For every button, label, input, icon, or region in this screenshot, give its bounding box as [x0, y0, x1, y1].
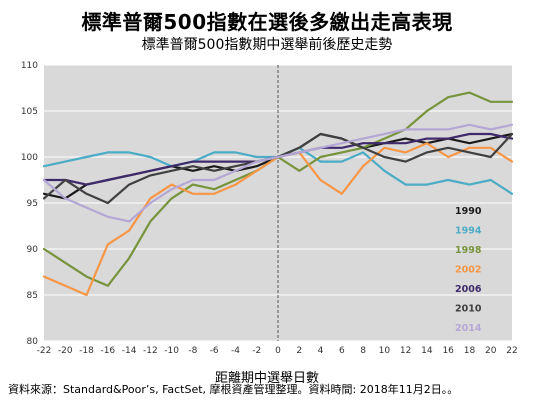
chart-subtitle: 標準普爾500指數期中選舉前後歷史走勢 — [141, 37, 393, 53]
legend-item-2002: 2002 — [455, 265, 481, 276]
x-tick-label: -6 — [210, 346, 219, 356]
legend-item-2014: 2014 — [455, 323, 482, 334]
x-tick-label: -20 — [58, 346, 73, 356]
x-axis-ticks: -22 -20 -18 -16 -14 -12 -10 -8 -6 -4 -2 0 2 4 6 8 10 12 14… — [37, 346, 518, 356]
y-tick-label: 90 — [27, 245, 39, 255]
y-tick-label: 85 — [27, 291, 38, 301]
x-tick-label: -2 — [252, 346, 261, 356]
legend-item-1994: 1994 — [455, 226, 482, 237]
chart-title: 標準普爾500指數在選後多繳出走高表現 — [81, 10, 453, 34]
x-tick-label: -18 — [79, 346, 94, 356]
y-tick-label: 95 — [27, 199, 38, 209]
y-tick-label: 110 — [21, 61, 38, 71]
x-tick-label: -4 — [231, 346, 240, 356]
x-tick-label: -12 — [143, 346, 158, 356]
legend-item-1990: 1990 — [455, 206, 482, 217]
y-axis-ticks: 80 85 90 95 100 105 110 — [21, 61, 38, 347]
x-axis-label: 距離期中選舉日數 — [214, 371, 319, 386]
series-lines — [42, 91, 514, 297]
x-tick-label: 10 — [379, 346, 391, 356]
legend-item-2006: 2006 — [455, 284, 482, 295]
x-tick-label: 2 — [296, 346, 302, 356]
x-tick-label: 22 — [506, 346, 517, 356]
legend-item-2010: 2010 — [455, 304, 482, 315]
x-tick-label: -16 — [100, 346, 115, 356]
x-tick-label: 16 — [442, 346, 454, 356]
x-tick-label: 8 — [360, 346, 366, 356]
x-tick-label: -8 — [188, 346, 197, 356]
legend-item-1998: 1998 — [455, 245, 482, 256]
y-tick-label: 80 — [27, 337, 39, 347]
source-note: 資料來源：Standard&Poor’s, FactSet, 摩根資產管理整理。… — [8, 383, 459, 396]
x-tick-label: 4 — [318, 346, 324, 356]
y-tick-label: 100 — [21, 153, 38, 163]
x-tick-label: 14 — [421, 346, 433, 356]
y-tick-label: 105 — [21, 107, 38, 117]
legend: 1990 1994 1998 2002 2006 2010 2014 — [455, 206, 482, 334]
x-tick-label: -10 — [164, 346, 179, 356]
x-tick-label: 6 — [339, 346, 345, 356]
series-line-2014 — [42, 123, 514, 223]
x-tick-label: -14 — [122, 346, 137, 356]
x-tick-label: 18 — [464, 346, 476, 356]
x-tick-label: -22 — [37, 346, 52, 356]
x-tick-label: 0 — [275, 346, 281, 356]
x-tick-label: 20 — [485, 346, 497, 356]
x-tick-label: 12 — [400, 346, 411, 356]
